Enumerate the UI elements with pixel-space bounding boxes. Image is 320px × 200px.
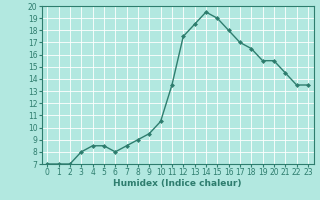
- X-axis label: Humidex (Indice chaleur): Humidex (Indice chaleur): [113, 179, 242, 188]
